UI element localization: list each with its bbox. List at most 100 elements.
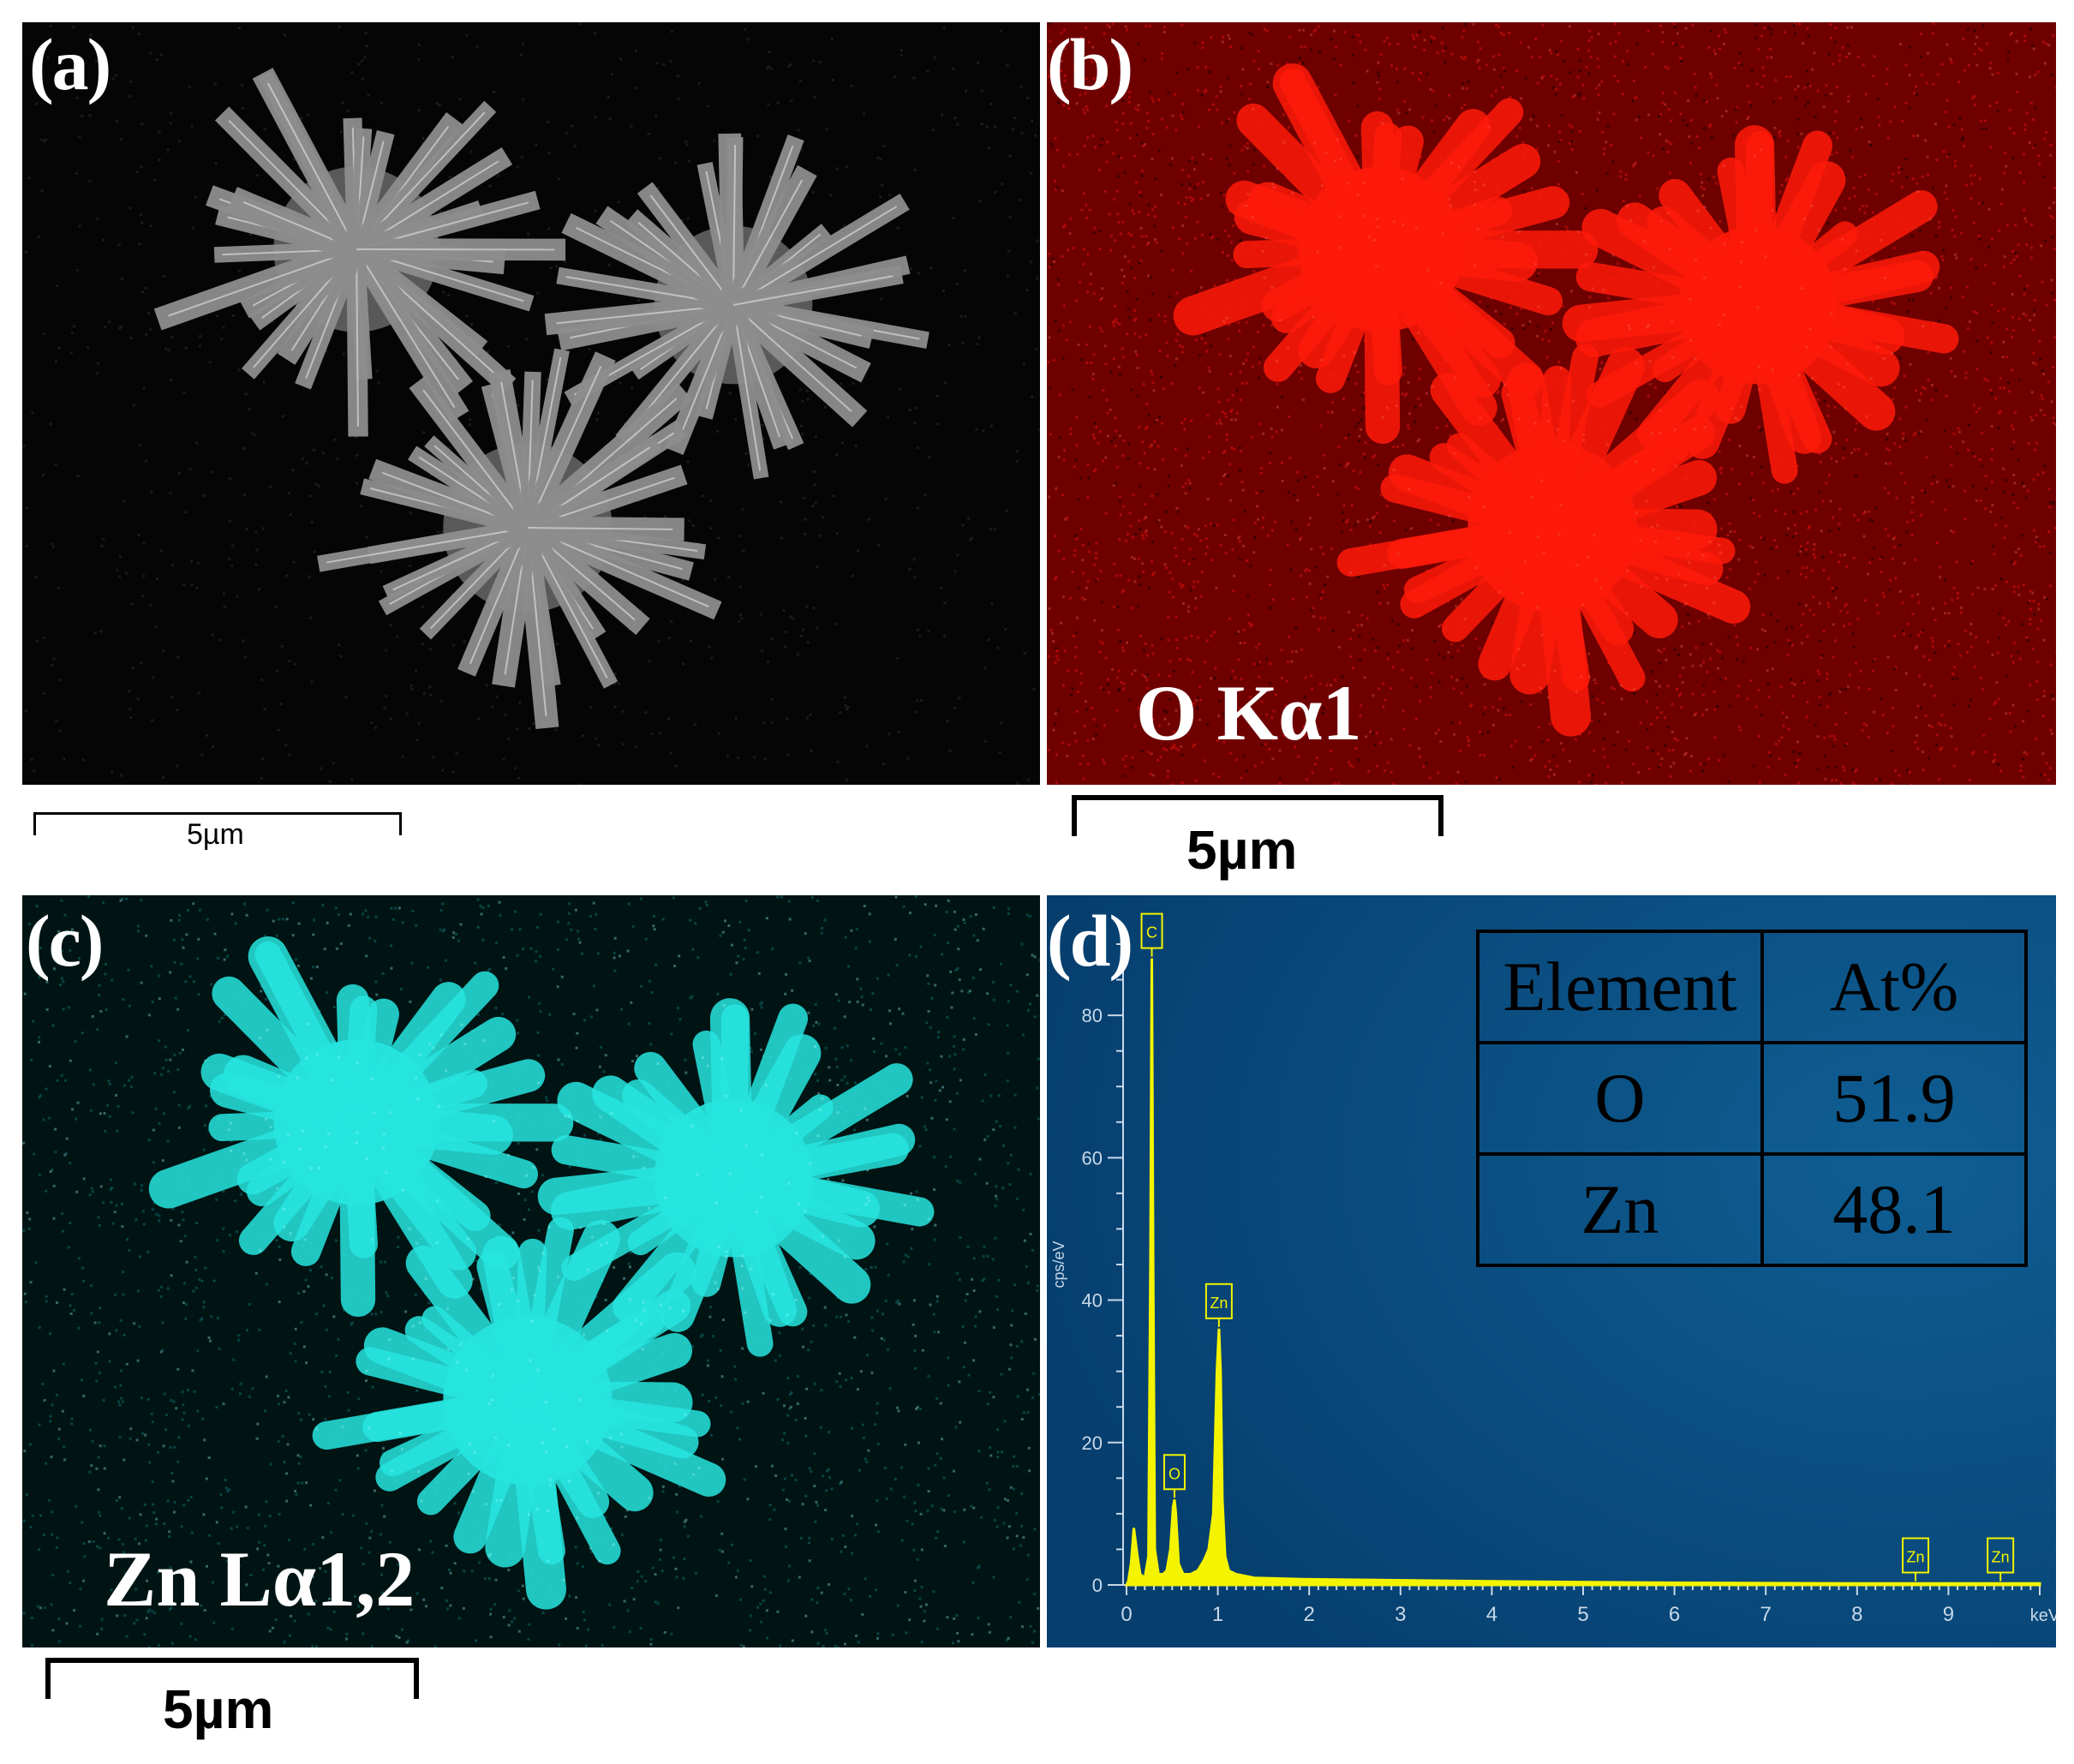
noise-dot — [1428, 776, 1431, 780]
noise-dot — [1742, 660, 1745, 663]
noise-dot — [1886, 437, 1889, 440]
noise-dot — [1079, 36, 1083, 39]
noise-dot — [1940, 723, 1943, 727]
noise-dot — [129, 716, 133, 720]
noise-dot — [1923, 491, 1927, 493]
noise-dot — [1907, 622, 1910, 625]
noise-dot — [1098, 248, 1102, 251]
noise-dot — [908, 568, 911, 571]
noise-dot — [727, 576, 731, 579]
noise-dot — [158, 158, 161, 161]
noise-dot — [1402, 639, 1406, 643]
noise-dot — [1226, 76, 1229, 80]
noise-dot — [1098, 169, 1101, 172]
noise-dot — [1281, 396, 1284, 399]
noise-dot — [1647, 151, 1650, 154]
noise-dot — [1981, 464, 1984, 468]
noise-dot — [1310, 707, 1313, 710]
noise-dot — [1670, 142, 1673, 146]
noise-dot — [1499, 75, 1503, 78]
noise-dot — [1873, 55, 1876, 58]
noise-dot — [1225, 157, 1228, 160]
noise-dot — [952, 217, 955, 220]
noise-dot — [1242, 544, 1245, 547]
noise-dot — [1049, 433, 1052, 436]
noise-dot — [1904, 672, 1908, 675]
noise-dot — [1973, 665, 1976, 668]
noise-dot — [1091, 706, 1094, 709]
noise-dot — [1356, 520, 1360, 523]
noise-dot — [1121, 758, 1125, 761]
noise-dot — [1319, 546, 1323, 549]
noise-dot — [1718, 219, 1722, 223]
noise-dot — [1049, 265, 1051, 268]
noise-dot — [830, 37, 834, 40]
noise-dot — [1539, 686, 1542, 690]
noise-dot — [1919, 706, 1922, 709]
noise-dot — [2043, 774, 2047, 777]
noise-dot — [1450, 52, 1454, 56]
noise-dot — [617, 682, 620, 685]
noise-dot — [1114, 318, 1117, 321]
noise-dot — [846, 706, 850, 709]
noise-dot — [1994, 523, 1997, 527]
noise-dot — [1906, 521, 1910, 523]
noise-dot — [1656, 187, 1659, 190]
noise-dot — [1596, 57, 1599, 60]
noise-dot — [1311, 687, 1314, 691]
noise-dot — [1808, 524, 1811, 528]
noise-dot — [1885, 82, 1888, 86]
noise-dot — [1348, 763, 1352, 767]
noise-dot — [1098, 430, 1102, 434]
noise-dot — [1997, 763, 2000, 766]
noise-dot — [507, 344, 510, 348]
noise-dot — [370, 721, 374, 725]
noise-dot — [1753, 511, 1756, 515]
noise-dot — [1968, 423, 1971, 427]
noise-dot — [613, 705, 617, 709]
noise-dot — [1734, 108, 1737, 111]
noise-dot — [1934, 619, 1937, 622]
noise-dot — [1986, 336, 1989, 339]
noise-dot — [1062, 684, 1066, 687]
noise-dot — [1217, 715, 1221, 718]
noise-dot — [819, 61, 822, 64]
noise-dot — [1798, 602, 1802, 606]
noise-dot — [1356, 624, 1360, 627]
noise-dot — [1067, 152, 1071, 156]
noise-dot — [2023, 34, 2027, 38]
noise-dot — [255, 548, 259, 552]
noise-dot — [2053, 298, 2056, 302]
noise-dot — [1950, 463, 1953, 467]
noise-dot — [1639, 721, 1642, 725]
noise-dot — [1270, 716, 1274, 720]
noise-dot — [1180, 744, 1183, 748]
noise-dot — [261, 527, 265, 530]
noise-dot — [1569, 141, 1572, 145]
noise-dot — [1210, 634, 1213, 637]
noise-dot — [1223, 450, 1227, 453]
noise-dot — [1546, 420, 1550, 423]
noise-dot — [310, 521, 314, 524]
noise-dot — [1947, 153, 1951, 156]
noise-dot — [1941, 258, 1945, 261]
noise-dot — [1756, 572, 1760, 576]
noise-dot — [1069, 432, 1073, 435]
noise-dot — [1718, 650, 1722, 654]
noise-dot — [1952, 432, 1956, 435]
noise-dot — [879, 195, 882, 199]
noise-dot — [1364, 48, 1367, 51]
noise-dot — [1174, 546, 1177, 549]
noise-dot — [132, 404, 135, 407]
noise-dot — [2030, 419, 2034, 422]
noise-dot — [2004, 479, 2007, 481]
noise-dot — [1597, 33, 1600, 36]
noise-dot — [708, 645, 711, 649]
noise-dot — [1228, 752, 1232, 755]
noise-dot — [274, 606, 278, 609]
noise-dot — [1185, 196, 1188, 199]
noise-dot — [717, 536, 720, 540]
noise-dot — [1601, 701, 1605, 704]
noise-dot — [1366, 617, 1369, 620]
noise-dot — [1356, 193, 1360, 196]
